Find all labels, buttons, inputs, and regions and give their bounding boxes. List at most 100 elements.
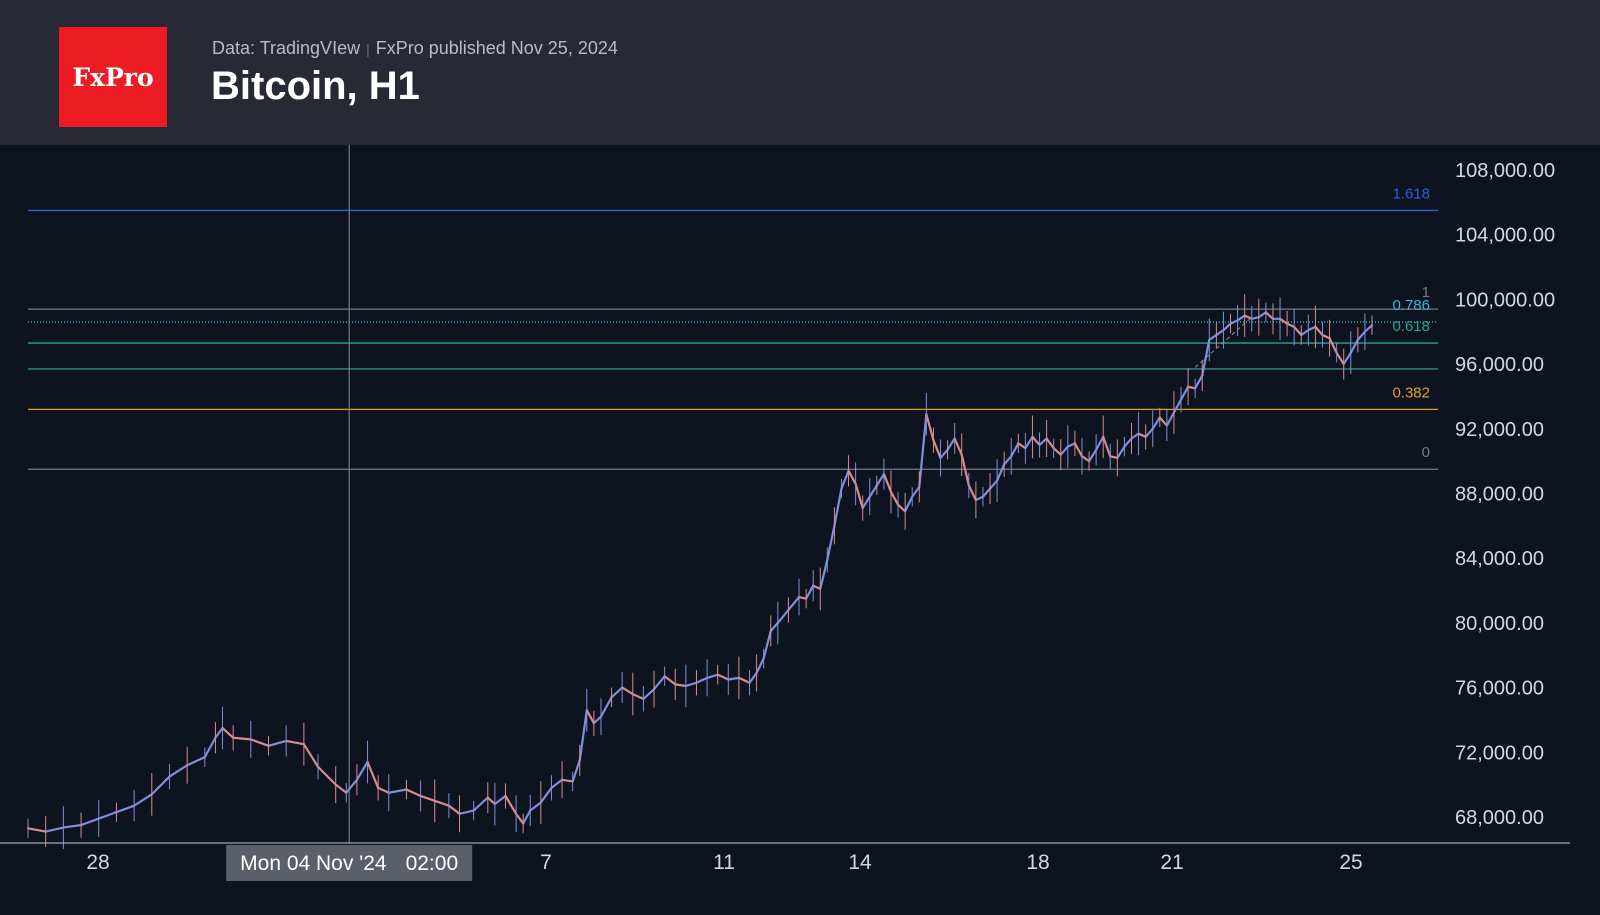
price-segment: [787, 595, 801, 612]
y-tick-label: 68,000.00: [1455, 807, 1544, 829]
price-segment: [1286, 322, 1296, 328]
price-segment: [1038, 437, 1048, 447]
price-segment: [861, 495, 871, 510]
price-segment: [150, 775, 171, 796]
chart-title: Bitcoin, H1: [211, 64, 420, 108]
price-segment: [1300, 329, 1310, 337]
price-segment: [755, 657, 765, 675]
price-segment: [1116, 445, 1126, 460]
price-segment: [1087, 448, 1098, 463]
price-segment: [737, 676, 751, 684]
price-segment: [1144, 427, 1154, 438]
price-segment: [232, 736, 252, 741]
fib-level-label: 0: [1422, 444, 1430, 461]
price-segment: [988, 479, 999, 490]
price-segment: [1017, 442, 1027, 450]
price-segment: [819, 558, 829, 591]
x-tick-label: 7: [540, 851, 552, 874]
y-tick-label: 96,000.00: [1455, 354, 1544, 376]
price-segment: [302, 743, 320, 768]
price-segment: [267, 739, 288, 747]
x-tick-label: 14: [848, 851, 872, 874]
price-segment: [1328, 337, 1338, 354]
price-segment: [214, 726, 224, 739]
price-segment: [44, 826, 65, 833]
price-segment: [1031, 435, 1041, 447]
price-segment: [571, 759, 581, 783]
x-tick-label: 18: [1026, 851, 1049, 874]
price-segment: [1321, 333, 1331, 340]
price-segment: [826, 524, 836, 561]
price-segment: [674, 683, 687, 688]
price-segment: [355, 760, 369, 781]
price-segment: [1066, 442, 1077, 448]
price-segment: [1278, 317, 1289, 325]
price-segment: [805, 584, 815, 600]
price-segment: [939, 448, 949, 460]
price-segment: [529, 801, 542, 812]
price-segment: [493, 794, 507, 806]
price-segment: [868, 484, 878, 498]
trend-line: [1194, 316, 1253, 368]
price-segment: [684, 681, 698, 688]
price-segment: [1264, 311, 1275, 320]
price-segment: [1130, 432, 1140, 440]
price-segment: [186, 756, 206, 767]
price-segment: [97, 811, 118, 820]
price-segment: [405, 788, 422, 798]
y-tick-label: 92,000.00: [1455, 419, 1544, 441]
price-segment: [705, 673, 719, 679]
price-segment: [840, 469, 850, 490]
x-tick-label: 21: [1160, 851, 1183, 874]
price-segment: [1186, 385, 1197, 390]
price-segment: [486, 796, 496, 806]
price-segment: [953, 437, 963, 456]
price-segment: [458, 809, 475, 815]
price-segment: [833, 487, 843, 527]
price-segment: [1335, 351, 1345, 366]
price-segment: [599, 696, 613, 718]
fib-level-label: 0.786: [1392, 297, 1430, 314]
price-segment: [1215, 329, 1225, 337]
y-tick-label: 108,000.00: [1455, 160, 1555, 182]
fib-level-label: 0.618: [1392, 318, 1430, 335]
price-segment: [974, 495, 985, 502]
price-segment: [748, 671, 758, 684]
price-segment: [1222, 322, 1232, 332]
price-segment: [514, 812, 525, 825]
price-segment: [1151, 416, 1161, 430]
price-segment: [447, 804, 461, 815]
x-tick-label: 25: [1339, 851, 1362, 874]
price-segment: [967, 484, 977, 502]
price-segment: [285, 739, 305, 746]
price-segment: [133, 793, 153, 807]
meta-separator: |: [366, 41, 370, 57]
price-segment: [1165, 411, 1176, 427]
price-segment: [882, 472, 893, 493]
price-segment: [1059, 445, 1069, 456]
price-segment: [472, 796, 489, 812]
price-segment: [1024, 435, 1034, 450]
price-segment: [560, 778, 574, 783]
price-segment: [854, 482, 864, 510]
price-segment: [168, 764, 189, 778]
chart-header: FxPro Data: TradingVIew | FxPro published …: [0, 0, 1600, 145]
price-segment: [896, 503, 907, 513]
price-segment: [1052, 447, 1062, 456]
crosshair-date-box: [226, 845, 473, 881]
y-tick-label: 76,000.00: [1455, 678, 1544, 700]
price-segment: [1003, 455, 1013, 466]
price-series: [26, 294, 1374, 849]
price-segment: [925, 413, 935, 442]
price-segment: [847, 469, 857, 485]
price-segment: [1243, 314, 1253, 320]
price-segment: [762, 629, 772, 660]
x-tick-label: 28: [86, 851, 109, 874]
price-segment: [995, 463, 1006, 482]
price-segment: [812, 584, 822, 591]
price-segment: [904, 495, 914, 513]
fib-level-label: 1.618: [1392, 185, 1430, 202]
price-segment: [1172, 398, 1183, 414]
price-segment: [1158, 416, 1168, 427]
price-segment: [727, 676, 741, 681]
